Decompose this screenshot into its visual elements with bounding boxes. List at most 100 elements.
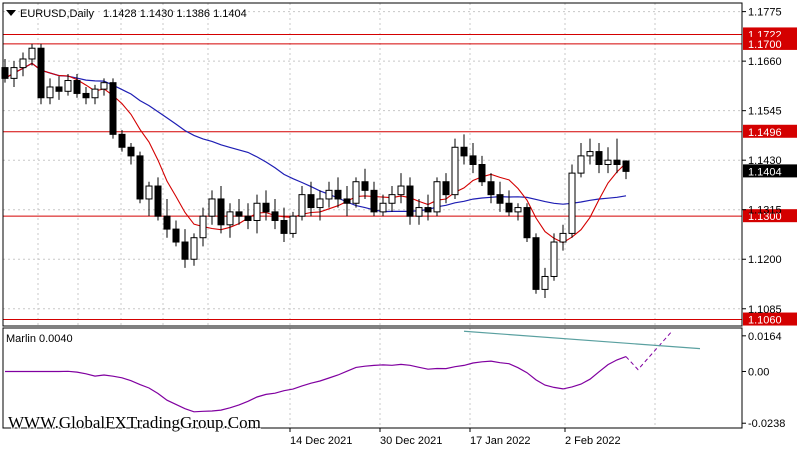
candle-body [64,80,72,92]
level-label: 1.1496 [748,127,782,139]
candle-body [595,151,603,166]
candle-body [424,207,432,213]
time-axis: 14 Dec 2021 30 Dec 2021 17 Jan 2022 2 Feb 2… [289,428,621,447]
candle-body [370,189,378,213]
candle-body [154,185,162,217]
candle-body [505,202,513,213]
candle-body [361,181,369,191]
candle-body [289,215,297,234]
level-label: 1.1300 [748,211,782,223]
osc-tick-label: -0.0238 [748,418,785,430]
candle-body [343,198,351,204]
watermark: WWW.GlobalFXTradingGroup.Com [8,413,261,432]
candle-body [208,198,216,217]
candle-body [136,155,144,200]
candle-body [325,189,333,200]
level-tag [743,209,797,223]
candle-body [514,207,522,213]
candle-body [181,241,189,260]
candle-body [334,189,342,200]
candle-body [316,198,324,209]
candle-body [217,198,225,226]
candle-body [487,181,495,196]
oscillator-panel-frame [2,327,743,429]
candle-body [307,194,315,209]
osc-tick-label: 0.00 [748,366,769,378]
candle-body [19,58,27,69]
candle-body [406,185,414,217]
candle-body [73,80,81,94]
current-price-tag [743,164,797,178]
indicator-label: Marlin 0.0040 [6,333,73,345]
osc-tick-label: 0.0164 [748,331,782,343]
candle-body [496,194,504,204]
oscillator-line [5,356,627,413]
candle-body [469,155,477,166]
candle-body [388,194,396,204]
candle-body [379,202,387,213]
candle-body [568,172,576,234]
time-tick-label: 14 Dec 2021 [290,435,352,447]
candle-body [298,194,306,217]
price-tick-label: 1.1545 [748,106,782,118]
main-panel-frame [2,2,743,327]
candle-body [271,211,279,221]
price-tick-label: 1.1200 [748,254,782,266]
candle-body [586,151,594,157]
projection-line [625,331,672,371]
candle-body [235,211,243,217]
candle-body [541,275,549,290]
candle-body [433,181,441,213]
candle-body [190,237,198,260]
candle-body [1,67,9,79]
candle-body [226,211,234,226]
time-tick-label: 17 Jan 2022 [470,435,531,447]
collapse-arrow-icon[interactable] [6,10,16,16]
level-label: 1.1700 [748,39,782,51]
time-tick-label: 30 Dec 2021 [380,435,442,447]
candle-body [145,185,153,200]
symbol-label: EURUSD,Daily [20,8,94,20]
candle-body [91,88,99,99]
oscillator: 0.0164 0.00 -0.0238 [5,330,785,430]
candle-body [199,215,207,239]
candle-body [10,67,18,79]
level-tag [743,312,797,326]
candle-body [262,202,270,213]
time-tick-label: 2 Feb 2022 [565,435,621,447]
price-tick-label: 1.1660 [748,56,782,68]
candle-body [577,155,585,174]
candles [1,43,630,299]
price-tick-label: 1.1430 [748,155,782,167]
price-tick-label: 1.1085 [748,304,782,316]
candle-body [100,82,108,90]
candle-body [415,207,423,217]
level-tag [743,36,797,50]
candle-body [352,181,360,204]
candle-body [442,181,450,196]
candle-body [37,47,45,99]
candle-body [172,228,180,243]
candle-body [478,164,486,183]
ohlc-values: 1.1428 1.1430 1.1386 1.1404 [103,8,247,20]
candle-body [28,47,36,60]
candle-body [109,82,117,135]
slow-ma-line [4,62,627,213]
candle-body [397,185,405,196]
price-axis: 1.1775 1.1660 1.1545 1.1430 1.1315 1.1200 1.10… [2,2,797,429]
candle-body [559,232,567,243]
candle-body [244,215,252,221]
candle-body [280,219,288,234]
trendline [463,330,701,350]
level-tag [743,124,797,138]
candle-body [613,159,621,165]
candle-body [55,86,63,92]
fast-ma-line [4,62,627,244]
candle-body [604,159,612,165]
level-label: 1.1060 [748,315,782,327]
price-tick-label: 1.1315 [748,205,782,217]
candle-body [82,92,90,99]
